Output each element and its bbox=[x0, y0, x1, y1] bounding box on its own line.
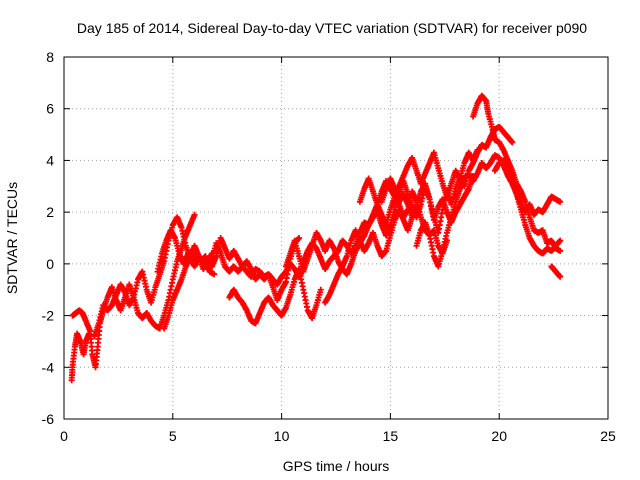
data-track bbox=[322, 206, 416, 306]
x-tick-label: 25 bbox=[600, 428, 616, 444]
x-tick-label: 20 bbox=[491, 428, 507, 444]
x-tick-label: 15 bbox=[383, 428, 399, 444]
grid bbox=[64, 57, 608, 419]
y-axis-label: SDTVAR / TECUs bbox=[4, 182, 20, 294]
data-point bbox=[211, 271, 218, 278]
y-tick-label: 4 bbox=[46, 152, 54, 168]
data-track bbox=[378, 172, 477, 226]
y-tick-label: 6 bbox=[46, 101, 54, 117]
axis-ticks: 0 5 10 15 20 25 -6 -4 -2 0 2 4 6 8 bbox=[42, 49, 616, 444]
x-tick-label: 5 bbox=[169, 428, 177, 444]
y-tick-label: 8 bbox=[46, 49, 54, 65]
data-track bbox=[413, 152, 564, 270]
chart-title: Day 185 of 2014, Sidereal Day-to-day VTE… bbox=[77, 20, 587, 36]
data-point bbox=[509, 139, 516, 146]
x-tick-label: 10 bbox=[274, 428, 290, 444]
data-point bbox=[191, 211, 198, 218]
x-axis-label: GPS time / hours bbox=[283, 458, 390, 474]
data-point bbox=[557, 237, 564, 244]
data-track bbox=[154, 227, 218, 278]
data-track bbox=[491, 157, 564, 218]
data-point bbox=[296, 235, 303, 241]
y-tick-label: -6 bbox=[42, 411, 55, 427]
data-point bbox=[557, 247, 564, 254]
y-tick-label: 0 bbox=[46, 256, 54, 272]
x-tick-label: 0 bbox=[60, 428, 68, 444]
data-point bbox=[557, 198, 564, 205]
data-point bbox=[317, 286, 324, 293]
data-track bbox=[356, 147, 481, 208]
plot-frame bbox=[63, 56, 609, 420]
data-track bbox=[226, 266, 324, 327]
data-series bbox=[68, 92, 564, 384]
data-track bbox=[208, 235, 303, 304]
y-tick-label: -2 bbox=[42, 308, 55, 324]
data-point bbox=[557, 273, 564, 280]
data-track bbox=[548, 263, 564, 280]
y-tick-label: -4 bbox=[42, 359, 55, 375]
series-p090 bbox=[68, 92, 564, 384]
data-point bbox=[208, 250, 215, 257]
y-tick-label: 2 bbox=[46, 204, 54, 220]
data-point bbox=[474, 147, 481, 154]
